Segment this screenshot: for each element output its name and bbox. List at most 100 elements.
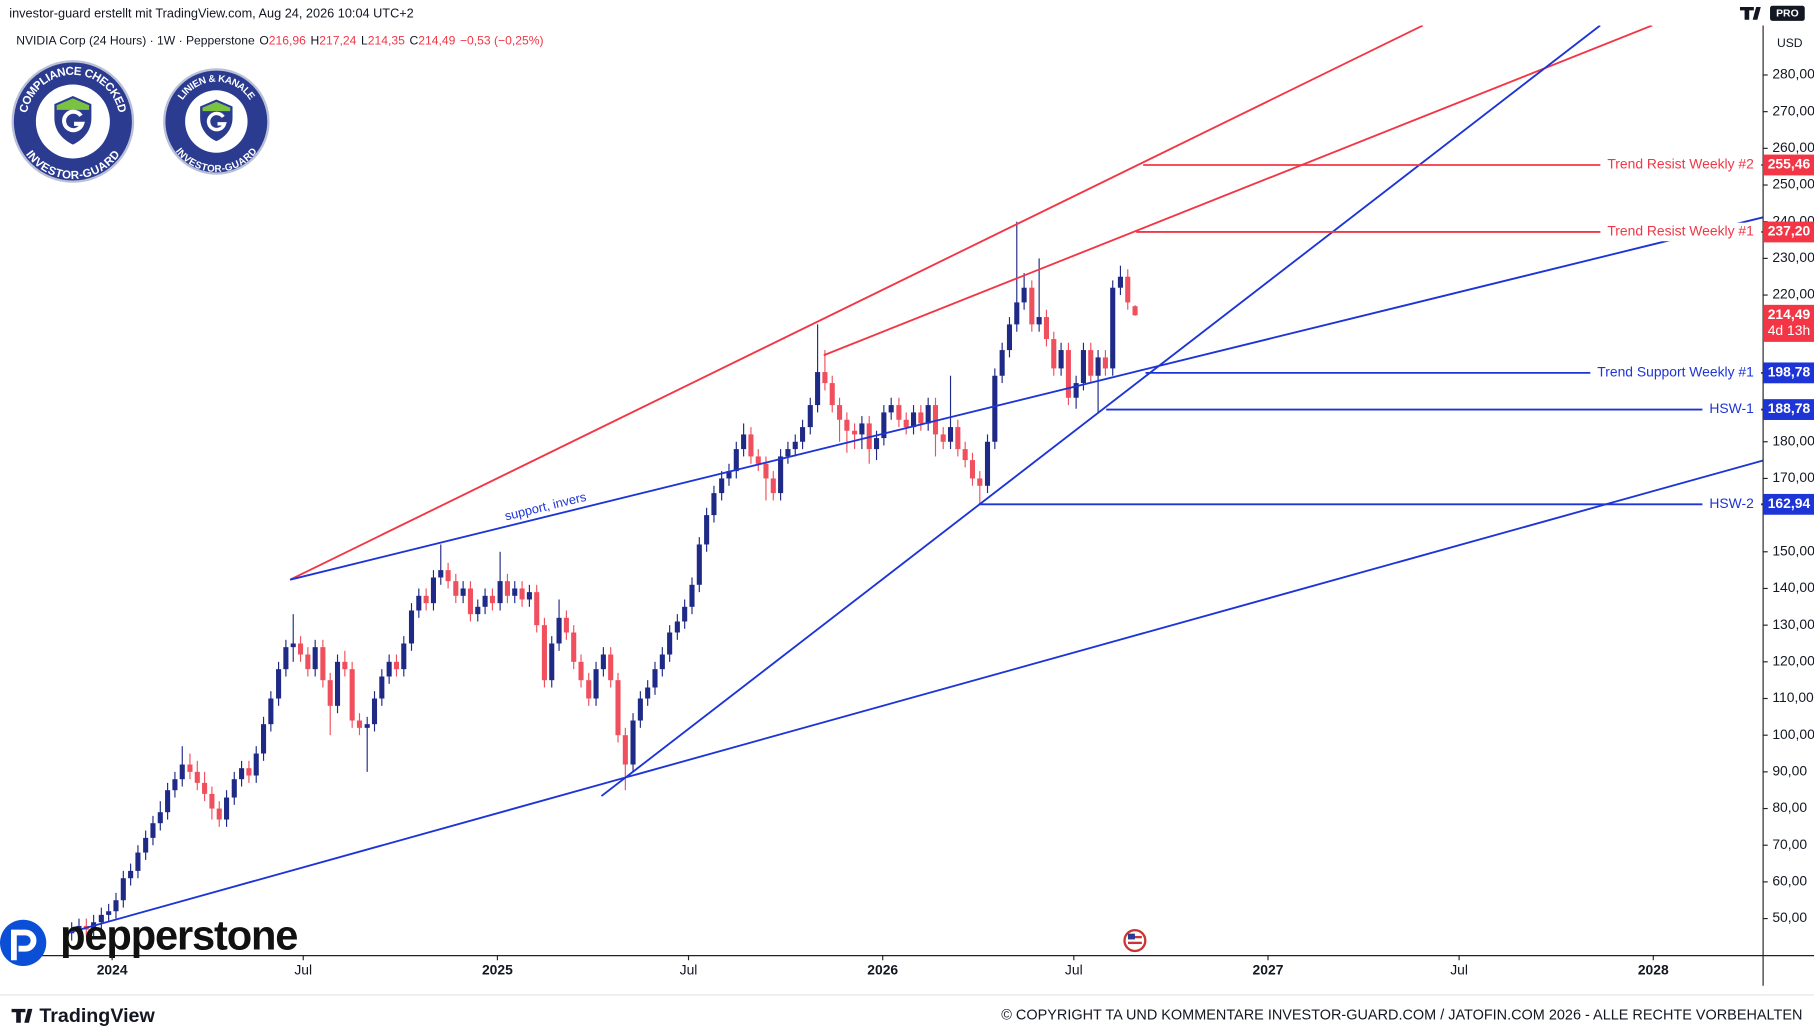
candle-body <box>645 687 651 699</box>
candle-body <box>1051 339 1057 369</box>
candle-body <box>393 661 400 670</box>
candle-body <box>135 852 141 871</box>
candle-body <box>541 625 547 681</box>
y-tick-label: 250,00 <box>1772 176 1814 192</box>
candle-body <box>157 812 163 824</box>
candle-body <box>1073 383 1079 398</box>
price-label: 255,46 <box>1768 156 1811 172</box>
price-label-box <box>1763 221 1814 243</box>
candle-body <box>593 669 599 699</box>
x-tick-label: 2028 <box>1638 961 1669 977</box>
candle-body <box>334 661 341 706</box>
level-label: HSW-2 <box>1709 495 1754 511</box>
candle-body <box>423 595 429 604</box>
candle-body <box>128 870 134 879</box>
badge: LINIEN & KANALE INVESTOR-GUARD <box>163 68 270 175</box>
candle-body <box>187 764 193 772</box>
candle-body <box>999 350 1005 376</box>
price-label: 162,94 <box>1768 495 1811 511</box>
candle-body <box>844 419 850 431</box>
ohlc-value: 214,35 <box>368 34 405 48</box>
ohlc-label: L <box>361 34 368 48</box>
candle-body <box>519 588 525 600</box>
price-label-box <box>1763 362 1814 384</box>
candle-body <box>608 654 614 681</box>
y-tick-label: 70,00 <box>1772 836 1807 852</box>
x-tick-label: 2026 <box>867 961 898 977</box>
candle-body <box>1125 276 1131 303</box>
y-tick-label: 150,00 <box>1772 542 1814 558</box>
candle-body <box>873 438 880 450</box>
price-label-box <box>1763 154 1814 176</box>
candle-body <box>770 478 776 494</box>
y-tick-label: 260,00 <box>1772 139 1814 155</box>
ohlc-label: O <box>259 34 268 48</box>
candle-body <box>578 661 584 681</box>
candle-body <box>962 449 968 461</box>
candle-body <box>342 661 348 670</box>
candle-body <box>704 515 710 545</box>
candle-body <box>674 621 680 633</box>
candle-body <box>143 837 149 853</box>
candle-body <box>453 581 459 596</box>
candle-body <box>763 463 769 479</box>
ohlc-value: 216,96 <box>269 34 306 48</box>
candle-body <box>253 753 259 776</box>
currency: USD <box>1777 36 1803 50</box>
candle-body <box>940 434 946 442</box>
trend-line <box>69 459 1764 934</box>
price-label: 198,78 <box>1768 364 1811 380</box>
candle-body <box>526 592 532 600</box>
candle-body <box>408 610 415 644</box>
x-tick-label: 2024 <box>97 961 128 977</box>
y-tick-label: 120,00 <box>1772 652 1814 668</box>
price-label-box <box>1763 493 1814 515</box>
candle-body <box>689 584 695 607</box>
candle-body <box>822 372 828 384</box>
candle-body <box>969 460 976 479</box>
candle-body <box>327 680 333 706</box>
candle-body <box>224 797 230 820</box>
trend-line <box>823 25 1653 357</box>
level-label-bg <box>1702 495 1762 514</box>
candle-body <box>682 606 688 622</box>
candle-body <box>586 680 592 699</box>
candle-body <box>1006 324 1013 351</box>
candle-body <box>216 808 222 820</box>
y-tick-label: 80,00 <box>1772 799 1807 815</box>
candle-body <box>497 581 503 604</box>
trend-line <box>289 216 1764 581</box>
broker-name: pepperstone <box>60 911 297 958</box>
candle-body <box>563 617 569 633</box>
candle-body <box>659 654 665 670</box>
candle-body <box>837 405 843 420</box>
candle-body <box>165 790 171 813</box>
candle-body <box>297 643 304 655</box>
candle-body <box>918 412 924 424</box>
ohlc-label: C <box>409 34 418 48</box>
candle-body <box>733 449 739 472</box>
candle-body <box>571 632 577 662</box>
candle-body <box>246 768 252 776</box>
x-tick-label: 2025 <box>482 961 513 977</box>
candle-body <box>1021 287 1027 303</box>
ohlc-label: H <box>311 34 320 48</box>
candle-body <box>349 669 355 721</box>
candle-body <box>371 698 378 725</box>
footer-brand: TradingView <box>39 1005 155 1027</box>
candle-body <box>460 588 466 596</box>
candle-body <box>719 478 725 494</box>
footer-logo: TradingView <box>11 1005 155 1027</box>
candle-body <box>696 544 702 585</box>
candle-body <box>76 925 82 930</box>
candle-body <box>482 595 488 607</box>
candle-body <box>290 643 296 648</box>
x-tick-label: Jul <box>1450 961 1468 977</box>
candle-body <box>1043 317 1050 340</box>
y-tick-label: 180,00 <box>1772 432 1814 448</box>
candle-body <box>652 669 658 688</box>
y-tick-label: 280,00 <box>1772 66 1814 82</box>
price-label: 188,78 <box>1768 400 1811 416</box>
